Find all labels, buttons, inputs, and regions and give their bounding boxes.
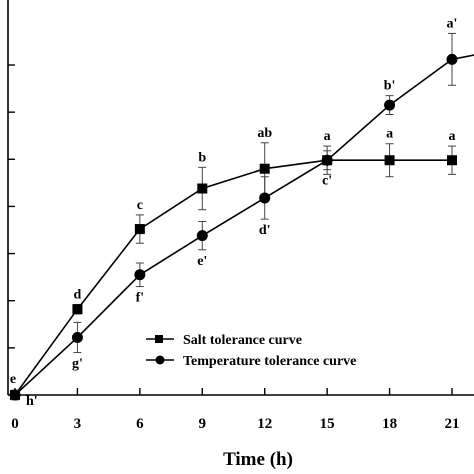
significance-label-temperature: g': [72, 357, 83, 372]
data-point-circle: [9, 389, 21, 401]
significance-label-temperature: c': [322, 174, 332, 189]
significance-label-temperature: f': [136, 291, 145, 306]
significance-labels: e d c b ab a a a h' g' f' e' d' c' b' a': [10, 16, 458, 409]
data-point-circle: [134, 269, 146, 281]
significance-label-salt: a: [324, 129, 331, 144]
legend: Salt tolerance curve Temperature toleranc…: [146, 333, 356, 369]
significance-label-temperature: d': [259, 223, 271, 238]
significance-label-salt: c: [137, 198, 143, 213]
axes: 0 3 6 9 12 15 18 21 Time (h): [7, 0, 474, 470]
x-tick-label: 0: [11, 416, 19, 432]
data-point-square: [259, 163, 270, 174]
significance-label-salt: a: [449, 129, 456, 144]
x-tick-label: 15: [320, 416, 335, 432]
significance-label-temperature: b': [384, 79, 396, 94]
legend-label-salt: Salt tolerance curve: [183, 333, 302, 348]
x-tick-label: 12: [257, 416, 272, 432]
significance-label-temperature: a': [447, 16, 458, 31]
significance-label-salt: e: [10, 372, 16, 387]
data-point-square: [197, 183, 208, 194]
data-point-square: [384, 155, 395, 166]
data-point-circle: [259, 192, 271, 204]
significance-label-salt: a: [386, 127, 393, 142]
significance-label-salt: ab: [257, 126, 272, 141]
significance-label-temperature: h': [26, 394, 38, 409]
legend-marker-square: [155, 335, 163, 343]
data-point-square: [134, 224, 145, 235]
legend-label-temperature: Temperature tolerance curve: [183, 354, 356, 369]
data-point-circle: [196, 230, 208, 242]
x-tick-label: 18: [382, 416, 397, 432]
data-point-circle: [446, 53, 458, 65]
significance-label-temperature: e': [197, 254, 207, 269]
significance-label-salt: b: [198, 150, 206, 165]
data-point-square: [72, 304, 83, 315]
series-temperature: [9, 32, 474, 401]
x-tick-label: 6: [136, 416, 144, 432]
data-point-circle: [321, 154, 333, 166]
x-tick-label: 3: [74, 416, 82, 432]
data-point-circle: [71, 331, 83, 343]
series-line: [14, 159, 452, 396]
data-point-square: [447, 155, 457, 166]
data-point-circle: [384, 99, 396, 111]
significance-label-salt: d: [74, 287, 82, 302]
series-layer: [9, 32, 474, 401]
x-tick-label: 9: [199, 416, 207, 432]
legend-marker-circle: [155, 355, 165, 365]
x-tick-label: 21: [445, 416, 460, 432]
x-axis-title: Time (h): [223, 449, 293, 470]
